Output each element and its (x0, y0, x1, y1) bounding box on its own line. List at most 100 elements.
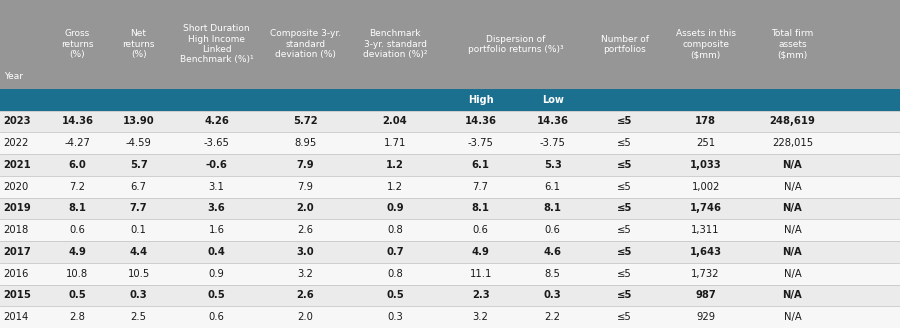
Text: N/A: N/A (784, 312, 801, 322)
Text: ≤5: ≤5 (616, 203, 633, 214)
Text: Dispersion of
portfolio returns (%)³: Dispersion of portfolio returns (%)³ (468, 34, 563, 54)
Text: 6.7: 6.7 (130, 182, 147, 192)
Text: 2015: 2015 (4, 290, 32, 300)
Text: ≤5: ≤5 (616, 160, 633, 170)
Text: 1.2: 1.2 (387, 182, 403, 192)
Text: 1,746: 1,746 (689, 203, 722, 214)
Text: 2.0: 2.0 (296, 203, 314, 214)
Text: 0.8: 0.8 (387, 225, 403, 235)
Bar (0, 241, 900, 263)
Text: 10.5: 10.5 (128, 269, 149, 278)
Text: 1,311: 1,311 (691, 225, 720, 235)
Text: 0.9: 0.9 (386, 203, 404, 214)
Text: 4.9: 4.9 (472, 247, 490, 257)
Text: Low: Low (542, 94, 563, 105)
Text: ≤5: ≤5 (616, 247, 633, 257)
Text: Year: Year (4, 72, 23, 81)
Text: 2021: 2021 (4, 160, 32, 170)
Text: N/A: N/A (783, 247, 802, 257)
Bar (0, 197, 900, 219)
Text: 2018: 2018 (4, 225, 29, 235)
Text: 7.2: 7.2 (69, 182, 86, 192)
Text: 4.4: 4.4 (130, 247, 148, 257)
Text: 987: 987 (695, 290, 716, 300)
Text: High: High (468, 94, 493, 105)
Bar (0, 132, 900, 154)
Text: -4.27: -4.27 (65, 138, 90, 148)
Text: 2.8: 2.8 (69, 312, 86, 322)
Text: 0.6: 0.6 (544, 225, 561, 235)
Text: 5.7: 5.7 (130, 160, 148, 170)
Text: 0.5: 0.5 (386, 290, 404, 300)
Text: Composite 3-yr.
standard
deviation (%): Composite 3-yr. standard deviation (%) (269, 30, 341, 59)
Text: 8.1: 8.1 (544, 203, 562, 214)
Text: 8.5: 8.5 (544, 269, 561, 278)
Text: 11.1: 11.1 (470, 269, 491, 278)
Text: 8.1: 8.1 (472, 203, 490, 214)
Text: 7.7: 7.7 (472, 182, 489, 192)
Bar (0, 0, 900, 89)
Text: 4.9: 4.9 (68, 247, 86, 257)
Text: ≤5: ≤5 (616, 116, 633, 126)
Text: N/A: N/A (784, 269, 801, 278)
Text: 8.95: 8.95 (294, 138, 316, 148)
Text: 0.5: 0.5 (208, 290, 225, 300)
Text: N/A: N/A (784, 182, 801, 192)
Text: Gross
returns
(%): Gross returns (%) (61, 30, 94, 59)
Text: 2.6: 2.6 (296, 290, 314, 300)
Text: 929: 929 (696, 312, 716, 322)
Text: 2019: 2019 (4, 203, 32, 214)
Bar (0, 176, 900, 197)
Text: N/A: N/A (783, 203, 802, 214)
Text: 2023: 2023 (4, 116, 32, 126)
Text: 2017: 2017 (4, 247, 32, 257)
Text: 7.7: 7.7 (130, 203, 148, 214)
Text: 1.2: 1.2 (386, 160, 404, 170)
Text: 4.6: 4.6 (544, 247, 562, 257)
Text: ≤5: ≤5 (617, 225, 632, 235)
Text: 3.2: 3.2 (472, 312, 489, 322)
Text: Net
returns
(%): Net returns (%) (122, 30, 155, 59)
Text: 248,619: 248,619 (770, 116, 815, 126)
Text: 5.3: 5.3 (544, 160, 562, 170)
Text: Total firm
assets
($mm): Total firm assets ($mm) (771, 30, 814, 59)
Text: 3.1: 3.1 (209, 182, 224, 192)
Text: 178: 178 (695, 116, 716, 126)
Text: 0.3: 0.3 (544, 290, 562, 300)
Bar (0, 111, 900, 132)
Text: 13.90: 13.90 (122, 116, 155, 126)
Text: ≤5: ≤5 (617, 138, 632, 148)
Text: 2.2: 2.2 (544, 312, 561, 322)
Text: 0.3: 0.3 (387, 312, 403, 322)
Text: 0.6: 0.6 (209, 312, 224, 322)
Text: 14.36: 14.36 (61, 116, 94, 126)
Text: N/A: N/A (783, 290, 802, 300)
Bar (0, 284, 900, 306)
Text: 0.6: 0.6 (69, 225, 86, 235)
Text: 0.6: 0.6 (472, 225, 489, 235)
Text: 2022: 2022 (4, 138, 29, 148)
Text: 2.04: 2.04 (382, 116, 408, 126)
Text: 1,002: 1,002 (691, 182, 720, 192)
Text: 2.6: 2.6 (297, 225, 313, 235)
Text: 7.9: 7.9 (296, 160, 314, 170)
Text: 0.1: 0.1 (130, 225, 147, 235)
Text: 0.4: 0.4 (208, 247, 225, 257)
Text: 14.36: 14.36 (536, 116, 569, 126)
Text: 1.71: 1.71 (384, 138, 406, 148)
Text: 2016: 2016 (4, 269, 29, 278)
Text: Benchmark
3-yr. standard
deviation (%)²: Benchmark 3-yr. standard deviation (%)² (363, 30, 428, 59)
Text: 1,732: 1,732 (691, 269, 720, 278)
Text: Short Duration
High Income
Linked
Benchmark (%)¹: Short Duration High Income Linked Benchm… (180, 24, 253, 64)
Text: 251: 251 (696, 138, 716, 148)
Text: 5.72: 5.72 (292, 116, 318, 126)
Text: 2.5: 2.5 (130, 312, 147, 322)
Text: 14.36: 14.36 (464, 116, 497, 126)
Text: -3.65: -3.65 (203, 138, 230, 148)
Bar (0, 89, 900, 111)
Text: 6.1: 6.1 (544, 182, 561, 192)
Text: 3.0: 3.0 (296, 247, 314, 257)
Text: 2014: 2014 (4, 312, 29, 322)
Text: 1,643: 1,643 (689, 247, 722, 257)
Text: 10.8: 10.8 (67, 269, 88, 278)
